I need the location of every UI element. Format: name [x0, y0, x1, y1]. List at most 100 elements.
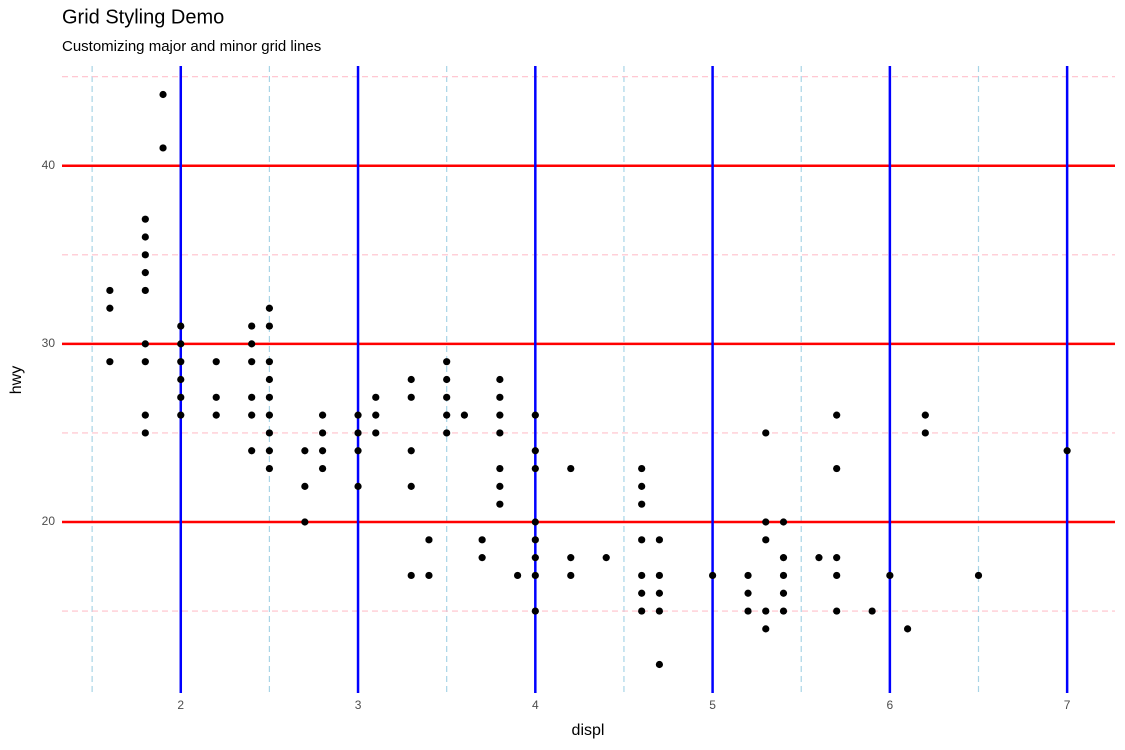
- point: [443, 411, 451, 419]
- point: [318, 447, 327, 455]
- point: [478, 536, 486, 544]
- point: [531, 464, 539, 473]
- point: [531, 554, 539, 562]
- point: [318, 464, 327, 473]
- point: [177, 358, 185, 366]
- point: [762, 536, 770, 544]
- point: [372, 411, 380, 419]
- point: [177, 375, 185, 384]
- point: [318, 429, 327, 437]
- point: [301, 518, 309, 526]
- point: [779, 589, 788, 597]
- point: [496, 500, 504, 508]
- point: [655, 607, 664, 615]
- point: [833, 464, 841, 473]
- point: [762, 518, 770, 526]
- point: [833, 571, 841, 580]
- point: [354, 411, 362, 419]
- chart-title: Grid Styling Demo: [62, 6, 224, 28]
- point: [301, 482, 309, 490]
- point: [833, 554, 841, 562]
- point: [513, 571, 522, 580]
- point: [460, 411, 469, 419]
- point: [531, 447, 539, 455]
- point: [868, 607, 876, 615]
- point: [248, 411, 256, 419]
- point: [638, 536, 646, 544]
- y-axis-label: hwy: [8, 366, 25, 394]
- point: [443, 375, 451, 384]
- point: [496, 482, 504, 490]
- point: [655, 536, 664, 544]
- point: [354, 482, 362, 490]
- x-tick-label: 5: [709, 698, 716, 712]
- point: [177, 340, 185, 348]
- point: [159, 144, 167, 152]
- point: [407, 375, 415, 384]
- point: [354, 447, 362, 455]
- point: [265, 393, 274, 401]
- point: [248, 322, 256, 330]
- point: [496, 411, 504, 419]
- point: [159, 90, 167, 99]
- point: [655, 660, 664, 669]
- x-tick-label: 6: [887, 698, 894, 712]
- point: [744, 571, 752, 580]
- point: [779, 518, 788, 526]
- x-tick-label: 7: [1064, 698, 1071, 712]
- point: [106, 286, 114, 295]
- point: [1063, 447, 1071, 455]
- point: [265, 447, 274, 455]
- point: [407, 571, 415, 580]
- point: [318, 411, 327, 419]
- point: [265, 322, 274, 330]
- point: [177, 322, 185, 330]
- point: [567, 464, 575, 473]
- y-tick-label: 30: [42, 336, 56, 350]
- point: [265, 358, 274, 366]
- point: [141, 233, 149, 241]
- y-tick-label: 40: [42, 158, 56, 172]
- point: [531, 411, 539, 419]
- point: [372, 393, 380, 401]
- point: [248, 447, 256, 455]
- point: [212, 358, 220, 366]
- point: [478, 554, 486, 562]
- point: [443, 358, 451, 366]
- point: [567, 571, 575, 580]
- point: [602, 554, 610, 562]
- point: [638, 571, 646, 580]
- point: [779, 571, 788, 580]
- point: [744, 589, 752, 597]
- point: [903, 625, 912, 633]
- point: [425, 536, 433, 544]
- point: [567, 554, 575, 562]
- point: [354, 429, 362, 437]
- point: [744, 607, 752, 615]
- point: [407, 482, 415, 490]
- point: [638, 464, 646, 473]
- point: [974, 571, 983, 580]
- point: [833, 411, 841, 419]
- point: [177, 411, 185, 419]
- x-tick-label: 3: [355, 698, 362, 712]
- point: [638, 589, 646, 597]
- point: [496, 429, 504, 437]
- point: [141, 429, 149, 437]
- point: [141, 340, 149, 348]
- point: [106, 304, 114, 312]
- point: [177, 393, 185, 401]
- point: [496, 375, 504, 384]
- point: [265, 375, 274, 384]
- point: [921, 429, 929, 437]
- point: [638, 500, 646, 508]
- x-axis-label: displ: [572, 722, 605, 739]
- point: [638, 482, 646, 490]
- point: [265, 429, 274, 437]
- point: [407, 393, 415, 401]
- point: [833, 607, 841, 615]
- point: [212, 411, 220, 419]
- chart-subtitle: Customizing major and minor grid lines: [62, 38, 321, 55]
- point: [407, 447, 415, 455]
